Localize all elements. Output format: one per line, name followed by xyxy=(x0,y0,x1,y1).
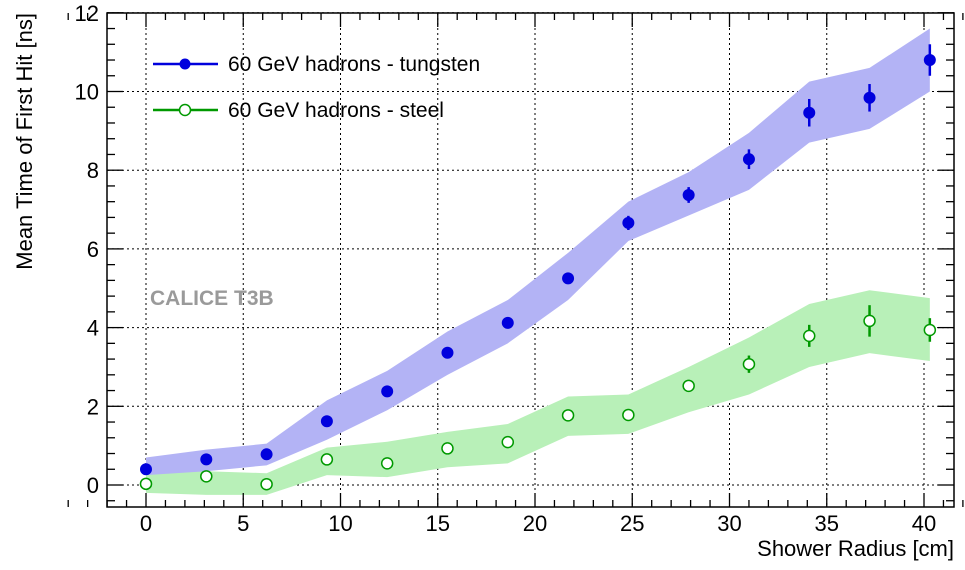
legend-label-steel: 60 GeV hadrons - steel xyxy=(228,99,444,122)
x-axis-title: Shower Radius [cm] xyxy=(757,536,954,561)
data-point-steel xyxy=(501,435,515,449)
y-tick-label: 8 xyxy=(87,158,99,183)
y-tick-label: 0 xyxy=(87,473,99,498)
data-point-tungsten xyxy=(923,54,936,67)
data-point-steel xyxy=(863,314,876,328)
legend: 60 GeV hadrons - tungsten 60 GeV hadrons… xyxy=(153,53,480,122)
data-point-tungsten xyxy=(562,272,575,285)
axes: 0 5 10 15 20 25 30 35 40 0 2 4 6 8 10 12 xyxy=(67,1,964,536)
x-tick-label: 20 xyxy=(523,511,547,536)
data-point-steel xyxy=(802,329,816,343)
data-point-tungsten xyxy=(260,448,273,461)
y-tick-label: 6 xyxy=(87,237,99,262)
y-tick-label: 12 xyxy=(75,1,99,26)
legend-label-tungsten: 60 GeV hadrons - tungsten xyxy=(228,53,480,76)
y-axis-title: Mean Time of First Hit [ns] xyxy=(12,13,37,270)
plot-frame xyxy=(106,12,955,508)
data-point-tungsten xyxy=(381,385,394,398)
data-point-steel xyxy=(441,442,454,455)
data-point-tungsten xyxy=(441,346,454,359)
data-point-tungsten xyxy=(863,91,876,104)
data-point-steel xyxy=(260,477,273,491)
data-point-steel xyxy=(561,409,575,422)
x-tick-label: 5 xyxy=(237,511,249,536)
data-point-steel xyxy=(139,477,153,491)
data-point-steel xyxy=(622,408,635,422)
data-point-steel xyxy=(380,457,394,470)
legend-marker-tungsten xyxy=(179,58,191,70)
x-tick-label: 0 xyxy=(140,511,152,536)
data-point-steel xyxy=(320,453,334,466)
data-point-tungsten xyxy=(200,453,213,466)
x-tick-label: 30 xyxy=(717,511,741,536)
y-tick-label: 10 xyxy=(75,80,99,105)
uncertainty-band-tungsten xyxy=(146,28,930,484)
x-tick-label: 25 xyxy=(620,511,644,536)
data-point-tungsten xyxy=(803,106,816,119)
data-point-steel xyxy=(923,323,937,337)
legend-marker-steel xyxy=(178,103,192,117)
x-tick-label: 10 xyxy=(328,511,352,536)
uncertainty-band-steel xyxy=(146,290,930,495)
data-point-tungsten xyxy=(622,216,635,229)
y-tick-label: 2 xyxy=(87,394,99,419)
data-point-tungsten xyxy=(320,415,333,428)
data-point-steel xyxy=(682,379,695,393)
calice-watermark: CALICE T3B xyxy=(150,287,274,310)
x-tick-label: 40 xyxy=(912,511,936,536)
data-point-tungsten xyxy=(682,188,695,201)
data-point-steel xyxy=(200,470,213,483)
x-tick-label: 15 xyxy=(426,511,450,536)
y-tick-label: 4 xyxy=(87,316,99,341)
data-point-tungsten xyxy=(140,463,152,476)
data-point-tungsten xyxy=(501,316,514,329)
data-point-tungsten xyxy=(742,153,755,166)
x-tick-label: 35 xyxy=(815,511,839,536)
uncertainty-bands xyxy=(146,28,930,495)
data-points xyxy=(139,44,937,491)
data-point-steel xyxy=(742,357,756,371)
